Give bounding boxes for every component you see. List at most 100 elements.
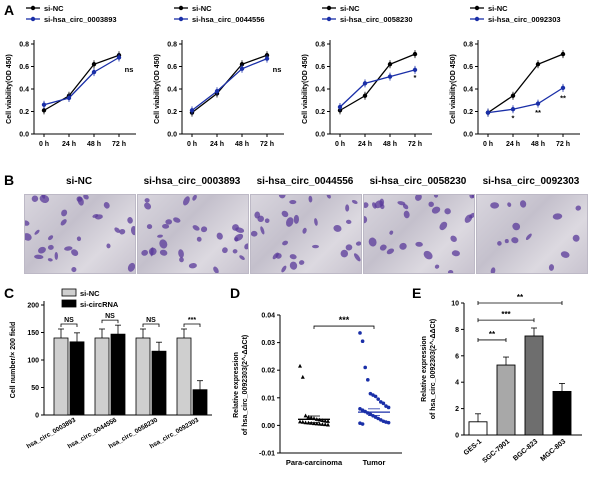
y-tick-label: 0.0 <box>315 132 325 139</box>
y-axis-label: Cell viability(OD 450) <box>450 54 457 124</box>
stained-cell <box>235 227 245 233</box>
legend-label: si-hsa_circ_0003893 <box>44 15 117 24</box>
y-axis-label-line2: of hsa_circ_0092303(2^-ΔΔCt) <box>429 319 437 420</box>
stained-cell <box>103 201 110 209</box>
stained-cell <box>293 214 300 224</box>
stained-cell <box>232 249 238 254</box>
stained-cell <box>216 232 223 240</box>
y-tick-label: 0 <box>455 433 459 440</box>
stained-cells <box>490 200 582 273</box>
legend-swatch <box>61 299 77 308</box>
stained-cell <box>234 237 239 242</box>
legend-marker <box>178 16 184 22</box>
stained-cell <box>512 222 521 231</box>
stained-cell <box>282 240 289 246</box>
x-tick-label: 24 h <box>506 141 520 148</box>
stained-cell <box>289 261 298 270</box>
y-tick-label: 0.4 <box>167 87 177 94</box>
data-point <box>387 62 393 67</box>
series-line <box>487 53 564 114</box>
x-tick-label: 72 h <box>112 141 126 148</box>
data-point <box>535 62 541 67</box>
y-tick-label: 0.00 <box>261 423 275 430</box>
y-tick-label: 0.8 <box>167 42 177 49</box>
data-point <box>320 422 325 426</box>
y-tick-label: 0.0 <box>167 132 177 139</box>
micrograph-title: si-hsa_circ_0044556 <box>256 176 354 187</box>
stained-cell <box>71 266 77 273</box>
y-tick-label: 0.0 <box>19 132 29 139</box>
stained-cell <box>423 250 433 260</box>
bar <box>69 341 85 416</box>
panel-b-micrographs: si-NC si-hsa_circ_0003893 si-hsa_circ_0044… <box>0 172 591 284</box>
bar <box>496 364 516 436</box>
y-tick-label: 100 <box>27 358 39 365</box>
stained-cell <box>415 241 423 247</box>
legend-label: si-hsa_circ_0092303 <box>488 15 561 24</box>
x-tick-label: 72 h <box>408 141 422 148</box>
stained-cell <box>47 258 53 262</box>
stained-cell <box>433 195 438 198</box>
stained-cell <box>188 263 197 269</box>
data-point <box>239 66 245 71</box>
y-tick-label: 0.0 <box>463 132 473 139</box>
stained-cell <box>183 196 190 206</box>
legend-marker <box>30 16 36 22</box>
significance-bracket <box>60 323 78 327</box>
bar <box>552 390 572 436</box>
stained-cell <box>192 225 200 231</box>
y-tick-label: 4 <box>455 380 459 387</box>
y-tick-label: 0.4 <box>315 87 325 94</box>
stained-cell <box>314 218 318 226</box>
stained-cell <box>64 246 73 251</box>
transwell-micrograph <box>137 194 249 274</box>
y-tick-label: 10 <box>451 301 459 308</box>
y-axis-label: Cell viability(OD 450) <box>302 54 309 124</box>
stained-cell <box>141 249 148 256</box>
legend-label: si-hsa_circ_0044556 <box>192 15 265 24</box>
bar <box>468 421 488 436</box>
y-tick-label: 2 <box>455 406 459 413</box>
significance-label: NS <box>64 317 74 324</box>
significance-label: NS <box>146 317 156 324</box>
stained-cell <box>285 217 294 227</box>
stained-cell <box>234 233 244 242</box>
legend-label: si-NC <box>488 4 508 13</box>
transwell-micrograph <box>363 194 475 274</box>
bar <box>94 337 110 416</box>
data-point <box>337 104 343 110</box>
panel-letter-b: B <box>4 172 15 188</box>
y-tick-label: 0.6 <box>463 64 473 71</box>
stained-cell <box>173 217 181 223</box>
legend-label: si-NC <box>340 4 360 13</box>
legend-label: si-NC <box>192 4 212 13</box>
stained-cells <box>251 195 361 273</box>
stained-cell <box>345 244 353 251</box>
stained-cell <box>525 233 532 241</box>
x-tick-label: 0 h <box>483 141 493 148</box>
stained-cell <box>146 224 153 230</box>
stained-cell <box>127 262 135 272</box>
stained-cell <box>239 255 245 260</box>
stained-cell <box>157 234 163 238</box>
data-point <box>41 102 47 107</box>
data-point <box>214 89 220 94</box>
series-line <box>339 69 416 108</box>
panel-d-scatter-plot: -0.01 0.00 0.01 0.02 0.03 0.04 Relative expres… <box>233 313 402 467</box>
legend-marker <box>326 16 332 22</box>
data-point <box>362 93 368 98</box>
stained-cell <box>61 209 68 217</box>
significance-label: ns <box>125 65 134 74</box>
legend-label: si-NC <box>44 4 64 13</box>
y-tick-label: 0.2 <box>463 109 473 116</box>
panel-letter-d: D <box>230 285 241 301</box>
stained-cell <box>222 247 228 254</box>
significance-label: *** <box>188 317 196 324</box>
x-tick-label: GES-1 <box>463 438 484 457</box>
stained-cell <box>192 195 197 201</box>
stained-cell <box>364 202 369 209</box>
stained-cell <box>402 203 409 210</box>
data-point <box>306 414 311 419</box>
legend-label: si-circRNA <box>80 300 119 309</box>
stained-cell <box>48 235 54 241</box>
